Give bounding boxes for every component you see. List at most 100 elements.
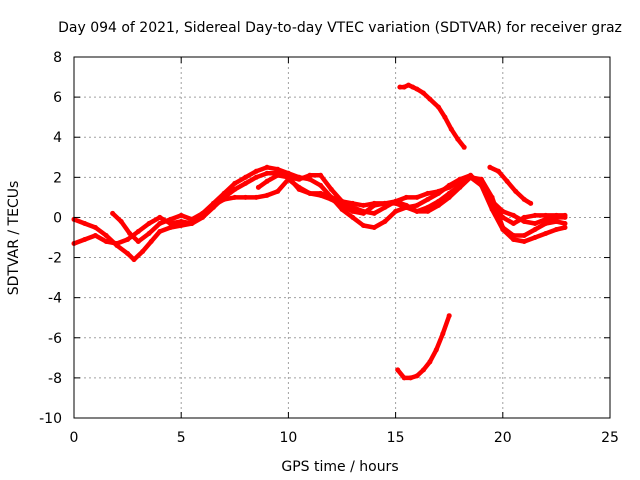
data-point <box>397 84 403 90</box>
data-point <box>562 214 568 220</box>
data-point <box>178 212 184 218</box>
data-point <box>232 194 238 200</box>
data-point <box>253 168 259 174</box>
data-series-layer <box>71 82 568 381</box>
x-tick-label: 15 <box>387 430 405 446</box>
data-point <box>500 208 506 214</box>
data-point <box>328 194 334 200</box>
data-point <box>307 172 313 178</box>
data-point <box>511 233 516 238</box>
data-point <box>318 172 324 178</box>
y-tick-label: -4 <box>48 291 62 307</box>
data-point <box>513 188 519 194</box>
data-point <box>350 200 356 206</box>
data-point <box>382 219 388 224</box>
data-point <box>328 186 334 192</box>
data-point <box>421 367 426 373</box>
data-point <box>436 198 441 204</box>
data-point <box>296 176 302 182</box>
data-point <box>264 170 270 176</box>
data-point <box>285 174 291 180</box>
data-point <box>92 225 98 230</box>
y-tick-label: -10 <box>39 411 62 427</box>
data-point <box>350 208 356 214</box>
y-tick-label: 0 <box>53 210 62 226</box>
data-point <box>511 237 516 242</box>
data-point <box>103 233 109 238</box>
y-tick-label: 8 <box>53 50 62 66</box>
axis-ticks: 0 5 10 15 20 25 -10 -8 -6 -4 -2 0 2 4 6 8 <box>39 50 619 446</box>
data-point <box>521 233 527 238</box>
data-point <box>243 180 248 186</box>
data-point <box>553 219 559 224</box>
data-point <box>414 373 420 379</box>
series-track-7 <box>255 172 568 226</box>
data-point <box>553 214 559 220</box>
data-point <box>146 231 152 236</box>
data-point <box>562 225 568 230</box>
data-point <box>461 144 467 150</box>
data-point <box>553 227 559 232</box>
data-point <box>232 186 238 192</box>
data-point <box>521 219 527 224</box>
data-point <box>410 84 416 90</box>
data-point <box>221 196 227 202</box>
data-point <box>442 114 448 120</box>
data-point <box>253 194 259 200</box>
data-point <box>408 375 414 381</box>
data-point <box>92 233 98 238</box>
data-point <box>371 225 377 230</box>
data-point <box>446 190 452 196</box>
data-point <box>275 166 281 172</box>
data-point <box>403 194 409 200</box>
data-point <box>307 190 313 196</box>
x-tick-label: 20 <box>494 430 512 446</box>
series-track-4 <box>397 82 467 150</box>
data-point <box>436 188 441 194</box>
data-point <box>478 180 484 186</box>
data-point <box>157 221 163 226</box>
data-point <box>103 239 109 244</box>
data-point <box>210 202 216 208</box>
x-tick-label: 5 <box>177 430 186 446</box>
data-point <box>264 192 270 198</box>
data-point <box>532 227 538 232</box>
data-point <box>296 186 302 192</box>
data-point <box>425 204 431 210</box>
data-point <box>414 202 420 208</box>
data-point <box>243 194 248 200</box>
data-point <box>406 82 411 88</box>
data-point <box>371 210 377 216</box>
data-point <box>543 231 549 236</box>
data-point <box>157 214 163 220</box>
y-tick-label: -8 <box>48 371 62 387</box>
data-point <box>500 214 506 220</box>
data-point <box>427 359 433 365</box>
data-point <box>146 221 152 226</box>
x-tick-label: 10 <box>279 430 297 446</box>
data-point <box>275 172 281 178</box>
data-point <box>135 239 141 244</box>
data-point <box>318 182 324 188</box>
data-point <box>403 204 409 210</box>
data-point <box>521 196 527 202</box>
data-point <box>448 126 454 132</box>
x-tick-label: 25 <box>601 430 619 446</box>
data-point <box>200 210 206 216</box>
data-point <box>189 216 195 222</box>
data-point <box>496 168 501 174</box>
data-point <box>440 331 446 337</box>
series-trace <box>110 175 568 244</box>
data-point <box>532 221 538 226</box>
data-point <box>504 178 510 184</box>
data-point <box>140 249 146 254</box>
data-point <box>168 225 173 230</box>
data-point <box>401 84 407 90</box>
data-point <box>255 184 261 190</box>
data-point <box>543 216 549 222</box>
data-point <box>127 231 133 236</box>
data-point <box>500 225 506 230</box>
data-point <box>532 235 538 240</box>
y-tick-label: 4 <box>53 130 62 146</box>
